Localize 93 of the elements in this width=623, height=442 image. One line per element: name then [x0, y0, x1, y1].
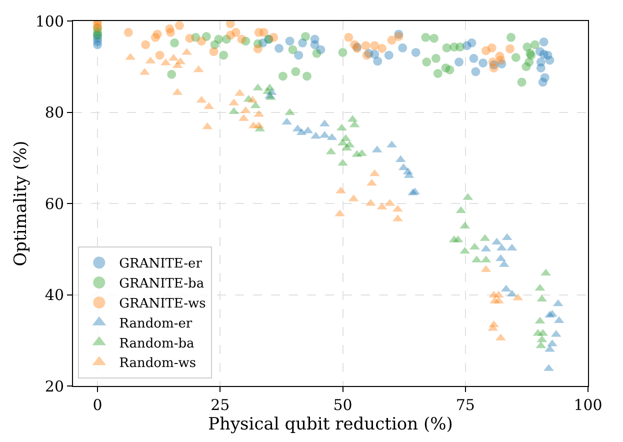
point — [506, 44, 515, 54]
point — [492, 238, 502, 245]
point — [312, 48, 322, 58]
point — [398, 43, 408, 52]
point — [185, 34, 194, 43]
x-tick-label: 0 — [92, 396, 102, 414]
point — [288, 45, 298, 54]
point — [517, 78, 526, 87]
x-tick-label: 50 — [333, 396, 352, 414]
point — [366, 178, 377, 186]
point — [124, 28, 133, 37]
point — [338, 48, 348, 57]
x-tick-label: 100 — [574, 396, 602, 414]
point — [487, 43, 496, 52]
point — [160, 58, 171, 66]
point — [433, 68, 442, 78]
legend-label: GRANITE-ba — [119, 276, 204, 292]
point — [530, 40, 540, 50]
point — [539, 37, 548, 46]
point — [294, 50, 304, 60]
point — [454, 58, 464, 67]
point — [455, 42, 464, 52]
point — [338, 138, 348, 146]
point — [392, 204, 403, 212]
point — [387, 36, 396, 45]
point — [170, 38, 180, 48]
point — [209, 47, 218, 56]
point — [274, 44, 284, 53]
legend-label: GRANITE-ws — [119, 296, 206, 312]
point — [489, 63, 498, 72]
y-tick-label: 40 — [44, 286, 64, 304]
point — [253, 44, 262, 54]
point — [269, 32, 278, 42]
point — [478, 58, 488, 68]
point — [471, 67, 480, 76]
point — [506, 32, 516, 42]
point — [291, 67, 300, 76]
point — [285, 36, 294, 46]
point — [152, 30, 162, 39]
point — [411, 48, 420, 57]
x-axis-title: Physical qubit reduction (%) — [208, 414, 453, 434]
point — [219, 50, 228, 60]
y-axis-title: Optimality (%) — [10, 140, 31, 266]
point — [278, 72, 288, 81]
point — [445, 65, 454, 74]
legend-label: Random-er — [119, 316, 193, 332]
x-tick-label: 75 — [456, 396, 475, 414]
point — [394, 32, 404, 42]
point — [421, 32, 430, 42]
point — [182, 48, 192, 55]
y-tick-label: 80 — [44, 104, 64, 122]
point — [511, 53, 520, 62]
legend-label: Random-ba — [119, 336, 195, 352]
point — [259, 28, 268, 37]
point — [544, 310, 555, 318]
point — [469, 54, 478, 63]
point — [302, 72, 312, 81]
point — [344, 32, 354, 42]
x-tick-label: 25 — [210, 396, 230, 414]
point — [361, 41, 370, 50]
y-tick-label: 60 — [44, 194, 64, 213]
point — [467, 38, 476, 48]
point — [496, 56, 506, 65]
point — [422, 58, 432, 67]
point — [538, 78, 548, 87]
point — [141, 40, 150, 50]
point — [378, 44, 386, 53]
point — [429, 34, 438, 43]
point — [522, 62, 531, 72]
point — [155, 50, 164, 60]
point — [545, 56, 554, 65]
point — [384, 50, 394, 60]
point — [470, 242, 480, 250]
point — [373, 56, 382, 66]
y-tick-label: 20 — [44, 377, 64, 396]
point — [174, 21, 184, 30]
legend-label: Random-ws — [119, 356, 196, 372]
point — [226, 21, 235, 28]
point — [310, 132, 321, 139]
legend-label: GRANITE-er — [119, 256, 203, 272]
point — [197, 36, 206, 46]
point — [231, 28, 240, 37]
point — [310, 40, 320, 50]
point — [237, 34, 246, 44]
point — [338, 158, 348, 166]
point — [167, 70, 176, 79]
point — [370, 41, 380, 50]
point — [300, 32, 310, 42]
point — [166, 28, 176, 37]
point — [431, 54, 440, 63]
point — [214, 34, 224, 44]
point — [536, 63, 546, 72]
y-tick-label: 100 — [35, 12, 64, 30]
